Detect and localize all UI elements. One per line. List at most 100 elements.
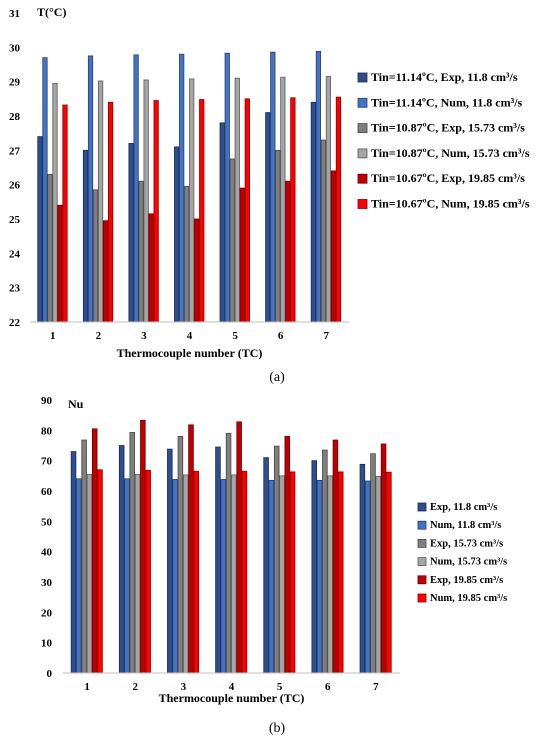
- bar-6-1: [98, 470, 103, 673]
- bar-4-5: [280, 476, 285, 673]
- bar-3-6: [276, 150, 280, 322]
- bar-6-1: [63, 105, 67, 322]
- bar-6-4: [200, 100, 204, 322]
- bar-2-4: [179, 54, 183, 322]
- bar-3-5: [274, 446, 279, 673]
- bar-2-2: [125, 479, 130, 673]
- bar-2-5: [269, 480, 274, 673]
- bar-3-4: [184, 186, 188, 322]
- y-tick-label: 23: [9, 283, 21, 295]
- bar-2-2: [88, 56, 92, 322]
- bar-4-5: [235, 78, 239, 322]
- y-tick-label: 31: [9, 8, 20, 20]
- y-tick-label: 26: [9, 180, 21, 192]
- bar-5-1: [92, 429, 97, 673]
- panel-label: (a): [269, 370, 285, 385]
- bar-1-7: [360, 464, 365, 673]
- bar-5-7: [331, 171, 335, 322]
- bar-4-2: [135, 474, 140, 673]
- chart-panel-b: 0 10 20 30 40 50 60 70 80 90 1 2 3 4 5 6 7 Nu Thermocouple…: [41, 395, 507, 736]
- bar-3-7: [321, 140, 325, 322]
- bar-2-1: [43, 58, 47, 322]
- bar-5-2: [103, 221, 107, 322]
- bar-6-5: [290, 472, 295, 673]
- bar-3-1: [82, 440, 87, 673]
- x-axis-label: Thermocouple number (TC): [117, 346, 263, 360]
- legend-swatch-6: [358, 200, 367, 209]
- bar-1-2: [83, 150, 87, 322]
- bar-6-5: [245, 99, 249, 322]
- x-tick-label: 6: [278, 330, 284, 342]
- bar-1-6: [266, 113, 270, 322]
- bar-1-6: [312, 461, 317, 673]
- bar-1-5: [264, 458, 269, 673]
- bar-1-3: [167, 449, 172, 673]
- bar-4-6: [281, 77, 285, 322]
- y-tick-label: 70: [41, 456, 53, 468]
- x-tick-label: 4: [187, 330, 193, 342]
- legend-label-6: Tin=10.67ºC, Num, 19.85 cm³/s: [371, 197, 530, 211]
- legend-swatch-3: [358, 124, 367, 133]
- legend-swatch-5: [418, 576, 426, 584]
- y-axis-label: T(°C): [37, 5, 66, 19]
- bar-1-4: [174, 147, 178, 322]
- x-tick-label: 1: [50, 330, 56, 342]
- bar-5-4: [195, 219, 199, 322]
- bar-5-1: [58, 205, 62, 322]
- bar-6-3: [154, 101, 158, 322]
- x-tick-label: 2: [96, 330, 102, 342]
- bar-4-4: [232, 475, 237, 673]
- legend-label-4: Num, 15.73 cm³/s: [430, 557, 507, 568]
- bar-3-6: [322, 450, 327, 673]
- x-tick-label: 7: [323, 330, 329, 342]
- x-tick-label: 7: [373, 681, 379, 693]
- legend-swatch-1: [358, 73, 367, 82]
- y-tick-label: 0: [47, 668, 53, 680]
- bar-6-7: [387, 472, 392, 673]
- legend-swatch-5: [358, 174, 367, 183]
- bar-1-2: [119, 446, 124, 674]
- bar-5-2: [141, 420, 146, 673]
- bar-4-7: [376, 476, 381, 673]
- legend-label-3: Exp, 15.73 cm³/s: [430, 538, 503, 549]
- legend-swatch-6: [418, 594, 426, 602]
- y-tick-label: 30: [9, 42, 21, 54]
- legend-swatch-4: [418, 558, 426, 566]
- bar-1-1: [38, 137, 42, 322]
- bar-4-6: [328, 476, 333, 673]
- y-tick-label: 80: [41, 425, 53, 437]
- bar-1-3: [129, 143, 133, 322]
- y-axis-label: Nu: [68, 397, 84, 411]
- x-tick-label: 6: [325, 681, 331, 693]
- bar-3-2: [93, 190, 97, 322]
- bar-3-3: [139, 181, 143, 322]
- bar-4-1: [87, 474, 92, 673]
- bar-4-3: [183, 475, 188, 673]
- panel-label: (b): [269, 721, 286, 736]
- legend-label-2: Tin=11.14ºC, Num, 11.8 cm³/s: [371, 95, 523, 109]
- legend-swatch-3: [418, 539, 426, 547]
- bar-2-7: [365, 481, 370, 673]
- legend-label-1: Tin=11.14ºC, Exp, 11.8 cm³/s: [371, 70, 518, 84]
- bar-2-3: [173, 479, 178, 673]
- bar-4-4: [190, 79, 194, 322]
- legend-swatch-4: [358, 149, 367, 158]
- y-tick-label: 20: [41, 607, 53, 619]
- bar-6-7: [336, 97, 340, 322]
- y-tick-label: 90: [41, 395, 53, 407]
- legend-label-5: Exp, 19.85 cm³/s: [430, 575, 503, 586]
- bar-6-3: [194, 471, 199, 673]
- bar-5-6: [286, 181, 290, 322]
- bar-1-1: [71, 452, 76, 673]
- y-tick-label: 29: [9, 77, 21, 89]
- bar-2-7: [316, 51, 320, 322]
- y-tick-label: 60: [41, 486, 53, 498]
- x-axis-label: Thermocouple number (TC): [159, 691, 305, 705]
- x-tick-label: 2: [132, 681, 138, 693]
- bar-3-5: [230, 159, 234, 322]
- bar-4-1: [53, 83, 57, 322]
- bar-6-6: [291, 98, 295, 322]
- bar-3-3: [178, 436, 183, 673]
- legend-label-1: Exp, 11.8 cm³/s: [430, 502, 497, 513]
